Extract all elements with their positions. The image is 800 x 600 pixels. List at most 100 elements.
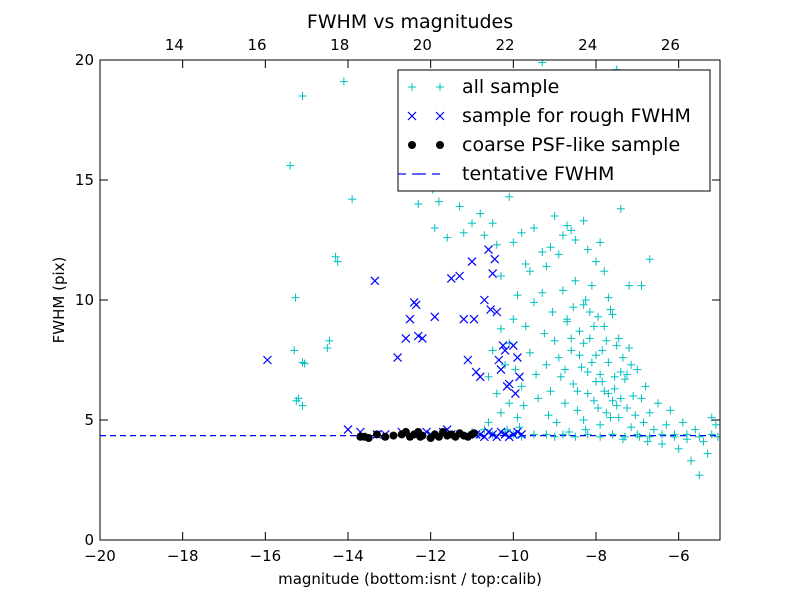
all-sample-point bbox=[649, 425, 658, 434]
x-axis-bottom: −20 −18 −16 −14 −12 −10 −8 −6 bbox=[84, 60, 690, 565]
all-sample-point bbox=[614, 413, 623, 422]
all-sample-point bbox=[608, 396, 617, 405]
all-sample-point bbox=[600, 267, 609, 276]
all-sample-point bbox=[625, 281, 634, 290]
sample-for-rough-fwhm-point bbox=[484, 245, 493, 255]
all-sample-point bbox=[558, 231, 567, 240]
sample-for-rough-fwhm-point bbox=[479, 295, 489, 305]
x-tick-label: −18 bbox=[167, 547, 199, 565]
all-sample-point bbox=[521, 322, 530, 331]
all-sample-point bbox=[443, 233, 452, 242]
all-sample-point bbox=[571, 432, 580, 441]
all-sample-point bbox=[496, 324, 505, 333]
all-sample-point bbox=[695, 432, 704, 441]
x-tick-label: −6 bbox=[668, 547, 690, 565]
all-sample-point bbox=[488, 346, 497, 355]
sample-for-rough-fwhm-point bbox=[508, 429, 518, 439]
all-sample-point bbox=[298, 401, 307, 410]
all-sample-point bbox=[625, 344, 634, 352]
legend-marker bbox=[435, 111, 445, 121]
sample-for-rough-fwhm-point bbox=[343, 425, 353, 435]
all-sample-point bbox=[589, 396, 598, 405]
legend-label: coarse PSF-like sample bbox=[462, 134, 680, 156]
sample-for-rough-fwhm-point bbox=[498, 341, 508, 351]
all-sample-point bbox=[658, 440, 667, 448]
all-sample-point bbox=[579, 416, 588, 424]
y-tick-label: 5 bbox=[84, 411, 94, 429]
sample-for-rough-fwhm-point bbox=[484, 427, 493, 437]
all-sample-point bbox=[571, 276, 580, 285]
all-sample-point bbox=[608, 430, 617, 439]
sample-for-rough-fwhm-point bbox=[488, 269, 498, 279]
all-sample-point bbox=[594, 404, 603, 412]
y-axis-label: FWHM (pix) bbox=[50, 257, 68, 344]
all-sample-point bbox=[583, 389, 592, 398]
all-sample-point bbox=[592, 351, 600, 360]
sample-for-rough-fwhm-point bbox=[413, 331, 423, 341]
all-sample-point bbox=[525, 267, 534, 276]
legend-marker bbox=[408, 83, 416, 91]
all-sample-point bbox=[633, 365, 642, 374]
all-sample-point bbox=[670, 432, 679, 441]
all-sample-point bbox=[298, 358, 307, 367]
legend-label: tentative FWHM bbox=[462, 163, 614, 185]
all-sample-point bbox=[540, 329, 549, 338]
top-tick-label: 14 bbox=[165, 36, 184, 54]
all-sample-point bbox=[561, 365, 569, 374]
all-sample-point bbox=[534, 394, 543, 403]
all-sample-point bbox=[501, 360, 510, 369]
all-sample-point bbox=[616, 204, 625, 213]
all-sample-point bbox=[550, 336, 559, 345]
all-sample-point bbox=[542, 262, 551, 271]
all-sample-point bbox=[563, 221, 572, 230]
coarse-psf-like-sample-point bbox=[381, 432, 390, 441]
all-sample-point bbox=[598, 346, 607, 355]
all-sample-point bbox=[484, 372, 493, 381]
sample-for-rough-fwhm-point bbox=[455, 271, 465, 281]
all-sample-point bbox=[707, 413, 716, 422]
x-axis-top: 14 16 18 20 22 24 26 bbox=[165, 36, 680, 54]
all-sample-point bbox=[530, 298, 538, 307]
all-sample-point bbox=[703, 449, 712, 458]
all-sample-point bbox=[594, 312, 603, 321]
all-sample-point bbox=[348, 195, 357, 204]
all-sample-point bbox=[616, 394, 625, 403]
sample-for-rough-fwhm-point bbox=[517, 429, 527, 439]
sample-for-rough-fwhm-point bbox=[262, 355, 272, 365]
all-sample-point bbox=[542, 430, 551, 439]
all-sample-point bbox=[639, 418, 648, 427]
all-sample-point bbox=[583, 430, 592, 439]
all-sample-point bbox=[637, 394, 646, 403]
sample-for-rough-fwhm-point bbox=[459, 314, 469, 324]
all-sample-point bbox=[298, 92, 307, 100]
coarse-psf-like-sample-point bbox=[470, 429, 479, 438]
all-sample-point bbox=[596, 420, 605, 429]
all-sample-point bbox=[530, 430, 538, 439]
all-sample-point bbox=[323, 344, 332, 352]
all-sample-point bbox=[610, 384, 619, 393]
all-sample-point bbox=[538, 248, 547, 256]
all-sample-point bbox=[468, 219, 476, 228]
sample-for-rough-fwhm-point bbox=[508, 341, 518, 351]
all-sample-point bbox=[488, 219, 497, 228]
all-sample-point bbox=[623, 404, 631, 412]
all-sample-point bbox=[563, 315, 572, 324]
all-sample-point bbox=[567, 226, 576, 235]
coarse-psf-like-sample-point bbox=[389, 431, 398, 440]
sample-for-rough-fwhm-point bbox=[417, 333, 427, 343]
sample-for-rough-fwhm-point bbox=[510, 389, 520, 399]
all-sample-point bbox=[604, 358, 613, 367]
all-sample-point bbox=[623, 370, 631, 379]
x-tick-label: −16 bbox=[250, 547, 282, 565]
all-sample-point bbox=[480, 231, 489, 240]
all-sample-point bbox=[509, 238, 518, 247]
all-sample-point bbox=[600, 322, 609, 331]
all-sample-point bbox=[517, 228, 526, 237]
chart-title: FWHM vs magnitudes bbox=[307, 11, 513, 33]
all-sample-point bbox=[558, 286, 567, 295]
sample-for-rough-fwhm-point bbox=[446, 273, 456, 283]
all-sample-point bbox=[325, 336, 334, 345]
all-sample-point bbox=[627, 360, 636, 369]
all-sample-point bbox=[552, 418, 561, 427]
